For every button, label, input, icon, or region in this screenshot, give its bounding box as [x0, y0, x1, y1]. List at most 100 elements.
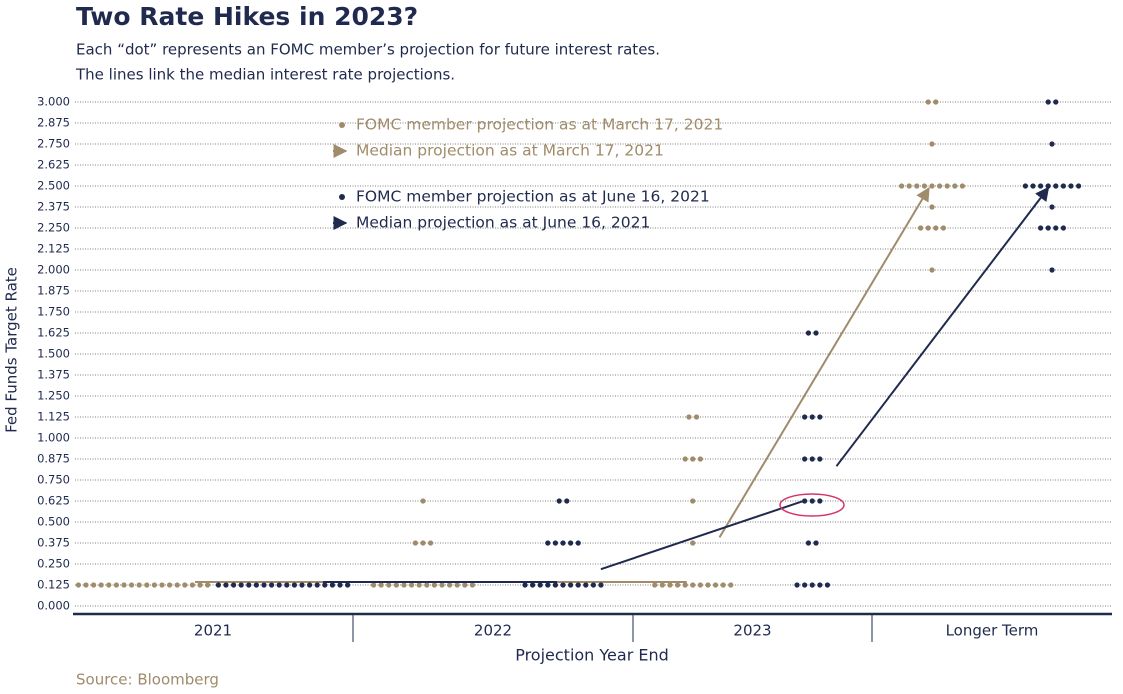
dot: [439, 582, 445, 588]
dot: [253, 582, 259, 588]
dot: [918, 225, 924, 231]
median-line: [718, 186, 930, 538]
dot: [431, 582, 437, 588]
dot: [75, 582, 81, 588]
dot: [424, 582, 430, 588]
dot: [231, 582, 237, 588]
dot: [378, 582, 384, 588]
dot: [1060, 183, 1066, 189]
dot: [1038, 183, 1044, 189]
dot: [659, 582, 665, 588]
y-tick-label: 1.875: [37, 284, 70, 298]
dot: [276, 582, 282, 588]
subtitle: The lines link the median interest rate …: [75, 66, 455, 84]
dot: [906, 183, 912, 189]
y-tick-label: 0.250: [37, 557, 70, 571]
dot: [952, 183, 958, 189]
dot: [929, 141, 935, 147]
y-tick-label: 2.000: [37, 263, 70, 277]
dot: [560, 540, 566, 546]
dot: [345, 582, 351, 588]
dot: [215, 582, 221, 588]
dot: [412, 540, 418, 546]
dot: [238, 582, 244, 588]
dot: [712, 582, 719, 588]
dot: [167, 582, 173, 588]
y-tick-label: 0.125: [37, 578, 70, 592]
dot: [560, 582, 566, 588]
dot: [182, 582, 188, 588]
dot: [667, 582, 673, 588]
dot: [144, 582, 150, 588]
dot: [98, 582, 104, 588]
highlight: [779, 493, 845, 517]
dot: [1038, 225, 1044, 231]
y-tick-label: 1.000: [37, 431, 70, 445]
y-tick-label: 1.375: [37, 368, 70, 382]
dot: [223, 582, 229, 588]
dot: [794, 582, 800, 588]
grid: [75, 101, 1112, 607]
dot: [682, 582, 688, 588]
y-tick-label: 0.500: [37, 515, 70, 529]
dot: [545, 582, 551, 588]
dot: [530, 582, 536, 588]
dot: [462, 582, 468, 588]
y-tick-label: 1.625: [37, 326, 70, 340]
dot: [129, 582, 135, 588]
dot: [428, 540, 434, 546]
dot: [564, 498, 570, 504]
dot: [720, 582, 726, 588]
dot: [575, 540, 581, 546]
dot: [1053, 99, 1059, 105]
dot: [159, 582, 165, 588]
dot: [693, 414, 700, 420]
dot: [1045, 99, 1051, 105]
y-tick-label: 2.625: [37, 158, 70, 172]
dot: [416, 582, 422, 588]
dot: [1053, 183, 1059, 189]
x-axis-label: Projection Year End: [515, 646, 669, 665]
dot: [944, 183, 950, 189]
dot: [393, 582, 399, 588]
dot: [929, 267, 935, 273]
dot: [420, 498, 426, 504]
dot: [113, 582, 119, 588]
dot: [817, 498, 823, 504]
median-line: [835, 186, 1050, 467]
dot: [824, 582, 831, 588]
dot: [937, 183, 943, 189]
dot: [929, 183, 935, 189]
dot: [933, 225, 939, 231]
dot: [83, 582, 89, 588]
dot: [809, 498, 815, 504]
dot: [1053, 225, 1059, 231]
marks: [75, 99, 1082, 588]
dot: [813, 540, 819, 546]
legend-label: Median projection as at June 16, 2021: [356, 214, 650, 232]
dot: [921, 183, 928, 189]
dot: [291, 582, 297, 588]
dot: [269, 582, 275, 588]
dot: [899, 183, 905, 189]
dot: [261, 582, 267, 588]
dot: [1022, 183, 1028, 189]
dot: [686, 414, 692, 420]
dot: [371, 582, 377, 588]
dot: [454, 582, 460, 588]
dot: [925, 99, 931, 105]
y-tick-label: 1.750: [37, 305, 70, 319]
y-tick-label: 1.125: [37, 410, 70, 424]
y-tick-label: 1.500: [37, 347, 70, 361]
dot: [329, 582, 335, 588]
dot: [284, 582, 290, 588]
dot: [136, 582, 142, 588]
dot: [940, 225, 947, 231]
dot: [728, 582, 734, 588]
dot: [386, 582, 392, 588]
dot: [522, 582, 528, 588]
dot: [568, 582, 574, 588]
dot: [697, 582, 703, 588]
dot: [447, 582, 453, 588]
x-tick-label: Longer Term: [946, 622, 1039, 640]
